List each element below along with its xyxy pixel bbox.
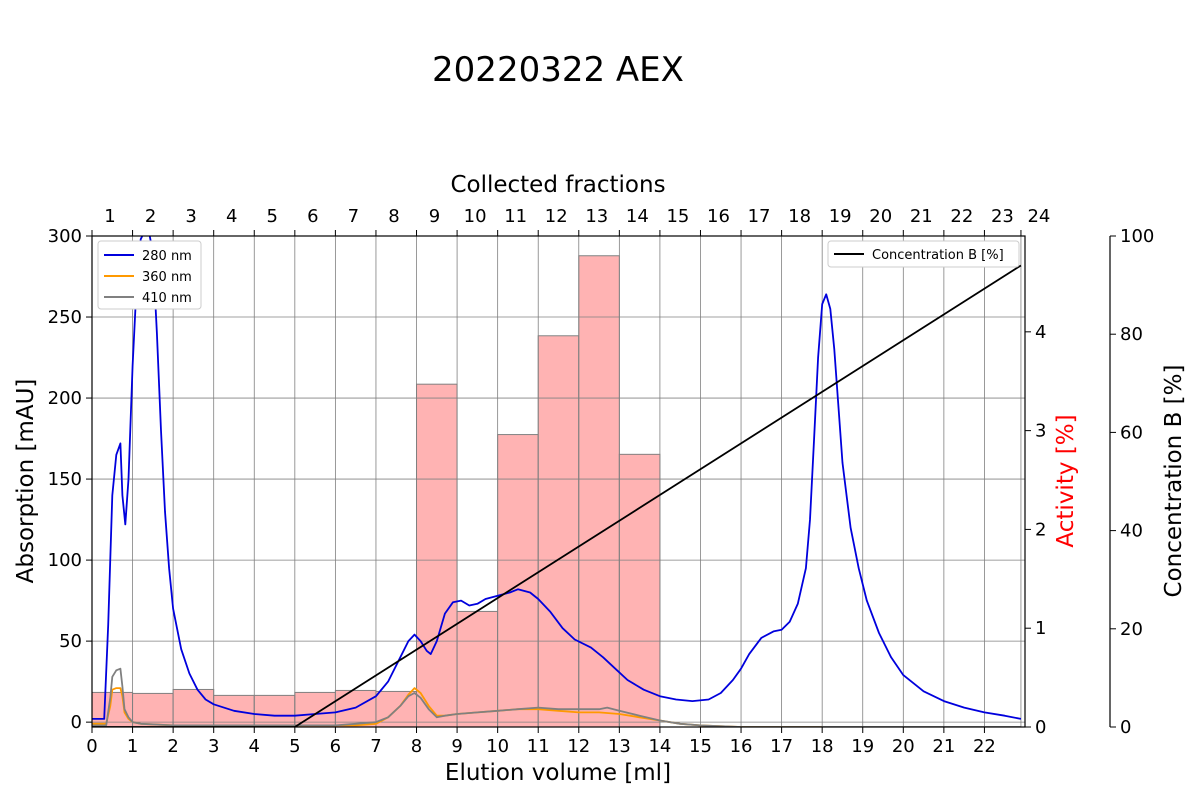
plot-frame	[91, 235, 1026, 728]
y-tick-label: 50	[59, 631, 82, 652]
y-axis-title: Absorption [mAU]	[13, 379, 39, 584]
y-tick-label: 200	[48, 388, 82, 409]
concentration-tick-label: 80	[1120, 324, 1143, 345]
x-tick-label: 16	[730, 736, 753, 757]
top-tick-label: 3	[185, 206, 196, 227]
top-tick-label: 19	[829, 206, 852, 227]
top-tick-label: 20	[869, 206, 892, 227]
x-tick-label: 21	[932, 736, 955, 757]
chart-title: 20220322 AEX	[432, 50, 684, 90]
x-tick-label: 0	[86, 736, 97, 757]
legend-label: 360 nm	[142, 270, 192, 285]
series-line-280-nm	[92, 236, 1022, 720]
activity-tick-label: 2	[1035, 519, 1046, 540]
top-tick-label: 1	[104, 206, 115, 227]
axes: 0 1 2 3 4 5 6 7 8 9 10 11 12 13 14 15 16 17 18 19 20 21 221 2 3 4…	[48, 206, 1155, 757]
top-tick-label: 21	[910, 206, 933, 227]
legend-concentration-box	[827, 240, 1020, 268]
legends: 280 nm 360 nm 410 nm Concentration B [%]	[97, 240, 1020, 310]
x-tick-label: 5	[289, 736, 300, 757]
top-tick-label: 13	[585, 206, 608, 227]
activity-bar	[334, 689, 377, 728]
top-tick-label: 22	[950, 206, 973, 227]
legend-absorption-box	[97, 240, 202, 310]
x-tick-label: 11	[527, 736, 550, 757]
top-tick-label: 7	[348, 206, 359, 227]
x-tick-label: 18	[811, 736, 834, 757]
activity-bar	[537, 335, 580, 728]
top-tick-label: 2	[145, 206, 156, 227]
legend-label: 410 nm	[142, 291, 192, 306]
activity-tick-label: 1	[1035, 618, 1046, 639]
x-tick-label: 8	[411, 736, 422, 757]
concentration-tick-label: 20	[1120, 619, 1143, 640]
legend-label: Concentration B [%]	[872, 248, 1004, 263]
concentration-tick-label: 40	[1120, 521, 1143, 542]
activity-axis-title: Activity [%]	[1053, 414, 1079, 547]
top-tick-label: 10	[464, 206, 487, 227]
x-tick-label: 10	[486, 736, 509, 757]
concentration-tick-label: 100	[1120, 226, 1154, 247]
activity-tick-label: 3	[1035, 421, 1046, 442]
series-line-concentration-b-	[92, 264, 1022, 727]
activity-bar	[456, 610, 499, 728]
top-tick-label: 18	[788, 206, 811, 227]
activity-bar	[416, 383, 458, 728]
x-tick-label: 15	[689, 736, 712, 757]
x-tick-label: 2	[167, 736, 178, 757]
x-tick-label: 19	[851, 736, 874, 757]
top-tick-label: 23	[991, 206, 1014, 227]
concentration-axis-title: Concentration B [%]	[1161, 365, 1187, 598]
top-axis-title: Collected fractions	[450, 172, 665, 198]
top-tick-label: 16	[707, 206, 730, 227]
x-tick-label: 14	[648, 736, 671, 757]
activity-bar	[497, 434, 539, 728]
x-tick-label: 17	[770, 736, 793, 757]
series-lines	[92, 236, 1022, 727]
x-tick-label: 13	[608, 736, 631, 757]
legend-label: 280 nm	[142, 249, 192, 264]
activity-tick-label: 4	[1035, 322, 1046, 343]
y-tick-label: 100	[48, 550, 82, 571]
y-tick-label: 300	[48, 226, 82, 247]
y-tick-label: 250	[48, 307, 82, 328]
concentration-tick-label: 60	[1120, 422, 1143, 443]
x-tick-label: 6	[330, 736, 341, 757]
x-tick-label: 1	[127, 736, 138, 757]
top-tick-label: 15	[666, 206, 689, 227]
y-tick-label: 0	[71, 712, 82, 733]
activity-bar	[618, 453, 661, 728]
top-tick-label: 14	[626, 206, 649, 227]
x-tick-label: 7	[370, 736, 381, 757]
x-tick-label: 4	[249, 736, 260, 757]
top-tick-label: 6	[307, 206, 318, 227]
top-tick-label: 12	[545, 206, 568, 227]
top-tick-label: 17	[748, 206, 771, 227]
activity-bar	[172, 688, 215, 728]
top-tick-label: 24	[1027, 206, 1050, 227]
grid	[91, 235, 1025, 727]
top-tick-label: 8	[388, 206, 399, 227]
y-tick-label: 150	[48, 469, 82, 490]
top-tick-label: 5	[267, 206, 278, 227]
x-tick-label: 22	[973, 736, 996, 757]
top-tick-label: 4	[226, 206, 237, 227]
x-tick-label: 9	[451, 736, 462, 757]
top-tick-label: 9	[429, 206, 440, 227]
series-line-410-nm	[92, 667, 1021, 727]
x-tick-label: 20	[892, 736, 915, 757]
x-tick-label: 12	[567, 736, 590, 757]
x-axis-title: Elution volume [ml]	[445, 760, 671, 786]
activity-bar	[132, 692, 174, 728]
x-tick-label: 3	[208, 736, 219, 757]
concentration-tick-label: 0	[1120, 717, 1131, 738]
activity-tick-label: 0	[1035, 717, 1046, 738]
activity-bar	[578, 255, 620, 728]
top-tick-label: 11	[504, 206, 527, 227]
